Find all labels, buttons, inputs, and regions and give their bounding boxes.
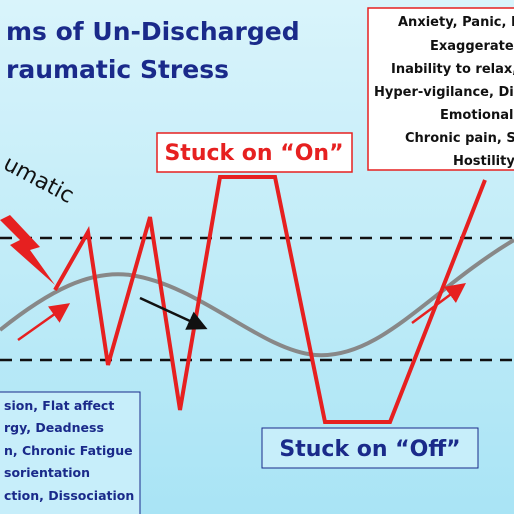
symptom: sion, Flat affect bbox=[4, 398, 114, 413]
title-line: ms of Un-Discharged bbox=[6, 17, 300, 46]
symptom: ction, Dissociation bbox=[4, 488, 134, 503]
title-line: raumatic Stress bbox=[6, 55, 229, 84]
on-symptoms: Anxiety, Panic, I Exaggerated Inability … bbox=[374, 15, 514, 169]
arrow bbox=[139, 296, 208, 330]
off-symptoms-box bbox=[0, 391, 141, 514]
symptom: sorientation bbox=[4, 465, 90, 480]
on-symptoms-box bbox=[367, 7, 514, 171]
off-symptoms: sion, Flat affect rgy, Deadness n, Chron… bbox=[4, 398, 134, 503]
normal-curve bbox=[0, 238, 514, 358]
stuck-off-label: Stuck on “Off” bbox=[279, 437, 460, 462]
title: ms of Un-Discharged raumatic Stress bbox=[6, 17, 300, 84]
stuck-on-label: Stuck on “On” bbox=[164, 141, 343, 166]
symptom: Hyper-vigilance, Di bbox=[374, 85, 514, 100]
arrow bbox=[17, 303, 71, 342]
symptom: Emotional bbox=[440, 108, 513, 123]
arrow bbox=[411, 283, 467, 325]
stuck-on-box bbox=[156, 132, 353, 173]
symptom: Inability to relax, bbox=[391, 62, 514, 77]
symptom: Anxiety, Panic, I bbox=[398, 15, 514, 30]
lightning bbox=[0, 215, 55, 285]
stuck-off-box bbox=[261, 427, 479, 469]
dysregulated-line bbox=[53, 175, 487, 424]
symptom: rgy, Deadness bbox=[4, 420, 104, 435]
symptom: Chronic pain, S bbox=[405, 131, 514, 146]
symptom: Hostility bbox=[453, 154, 514, 169]
symptom: n, Chronic Fatigue bbox=[4, 443, 133, 458]
symptom: Exaggerated bbox=[430, 39, 514, 54]
